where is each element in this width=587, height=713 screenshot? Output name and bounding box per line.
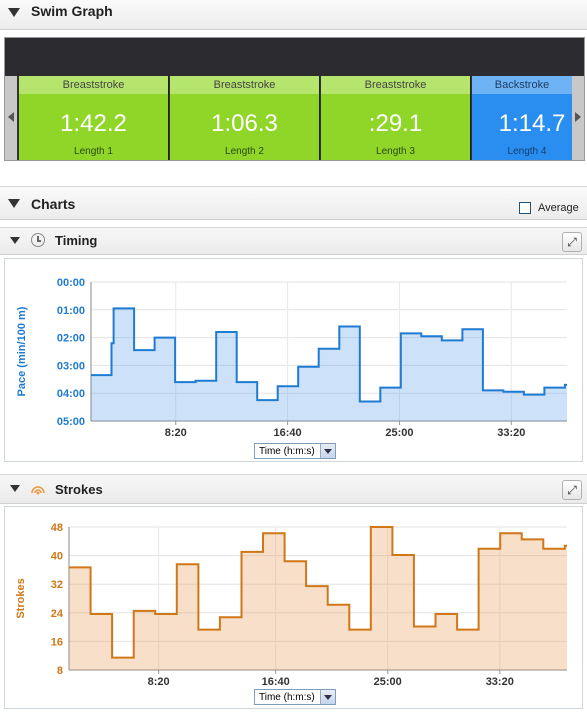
section-title: Swim Graph <box>31 3 113 19</box>
y-tick-label: 02:00 <box>57 333 85 345</box>
y-tick-label: 48 <box>51 522 63 534</box>
y-tick-label: 16 <box>51 636 63 648</box>
timing-chart: 00:00 01:00 02:00 03:00 04:00 05:00 8:20 16:40 2… <box>16 277 567 439</box>
length-card[interactable]: Breaststroke 1:06.3 Length 2 <box>170 76 320 160</box>
y-tick-label: 04:00 <box>57 388 85 400</box>
y-axis-label: Pace (min/100 m) <box>16 306 28 396</box>
length-time: 1:06.3 <box>211 110 278 137</box>
length-time: 1:14.7 <box>498 110 566 137</box>
average-checkbox[interactable] <box>519 202 531 214</box>
series-line <box>69 526 567 659</box>
y-tick-label: 8 <box>57 665 63 677</box>
y-tick-label: 24 <box>51 608 64 620</box>
x-tick-label: 25:00 <box>374 676 402 688</box>
x-tick-label: 16:40 <box>262 676 290 688</box>
y-axis-label: Strokes <box>15 578 27 618</box>
length-label: Length 3 <box>376 146 415 157</box>
length-card[interactable]: Breaststroke :29.1 Length 3 <box>321 76 471 160</box>
x-tick-label: 8:20 <box>165 427 187 439</box>
wave-icon <box>30 481 46 497</box>
x-tick-label: 16:40 <box>274 427 302 439</box>
strokes-chart-panel: 8 16 24 32 40 48 8:20 16:40 25:00 33:20 Strokes Ti… <box>4 506 583 709</box>
clock-icon <box>31 233 45 247</box>
y-tick-label: 01:00 <box>57 305 85 317</box>
y-tick-label: 32 <box>51 579 63 591</box>
chevron-down-icon <box>320 690 335 704</box>
swim-timeline-strip <box>5 38 584 76</box>
timing-chart-panel: 00:00 01:00 02:00 03:00 04:00 05:00 8:20 16:40 2… <box>4 258 583 462</box>
length-stroke: Breaststroke <box>170 76 319 94</box>
average-label: Average <box>538 202 579 214</box>
expand-icon: ⤢ <box>567 235 577 249</box>
arrow-left-icon <box>8 112 14 122</box>
collapse-caret-icon[interactable] <box>10 485 20 492</box>
length-label: Length 4 <box>507 146 547 157</box>
x-axis-unit-select[interactable]: Time (h:m:s) <box>254 443 336 459</box>
section-title: Timing <box>55 233 98 248</box>
y-tick-label: 40 <box>51 551 63 563</box>
x-tick-label: 8:20 <box>148 676 170 688</box>
length-stroke: Breaststroke <box>321 76 470 94</box>
expand-chart-button[interactable]: ⤢ <box>562 480 582 500</box>
x-axis-unit-value: Time (h:m:s) <box>259 692 315 703</box>
x-tick-label: 25:00 <box>385 427 413 439</box>
series-area <box>69 527 567 670</box>
length-stroke: Backstroke <box>472 76 572 94</box>
y-tick-label: 03:00 <box>57 360 85 372</box>
length-stroke: Breaststroke <box>19 76 168 94</box>
series-area <box>91 308 567 421</box>
series-line <box>91 307 567 403</box>
y-tick-label: 00:00 <box>57 277 85 289</box>
length-card[interactable]: Breaststroke 1:42.2 Length 1 <box>19 76 169 160</box>
collapse-caret-icon[interactable] <box>8 8 20 17</box>
collapse-caret-icon[interactable] <box>10 237 20 244</box>
x-tick-label: 33:20 <box>497 427 525 439</box>
expand-icon: ⤢ <box>567 483 577 497</box>
charts-header[interactable]: Charts Average <box>0 186 587 220</box>
collapse-caret-icon[interactable] <box>8 199 20 208</box>
length-label: Length 1 <box>74 146 113 157</box>
x-axis-unit-value: Time (h:m:s) <box>259 446 315 457</box>
chevron-down-icon <box>320 444 335 458</box>
section-title: Charts <box>31 196 76 212</box>
section-title: Strokes <box>55 482 103 497</box>
x-axis-unit-select[interactable]: Time (h:m:s) <box>254 689 336 705</box>
length-time: :29.1 <box>368 110 423 137</box>
length-label: Length 2 <box>225 146 264 157</box>
x-tick-label: 33:20 <box>486 676 514 688</box>
y-tick-label: 05:00 <box>57 416 85 428</box>
strokes-chart: 8 16 24 32 40 48 8:20 16:40 25:00 33:20 Strokes <box>15 522 567 688</box>
expand-chart-button[interactable]: ⤢ <box>562 232 582 252</box>
scroll-left-button[interactable] <box>5 76 17 160</box>
timing-header[interactable]: Timing ⤢ <box>0 227 587 255</box>
arrow-right-icon <box>575 112 581 122</box>
length-time: 1:42.2 <box>60 110 127 137</box>
strokes-header[interactable]: Strokes ⤢ <box>0 474 587 504</box>
scroll-right-button[interactable] <box>572 76 584 160</box>
swim-graph: Breaststroke 1:42.2 Length 1 Breaststrok… <box>4 37 585 161</box>
length-card[interactable]: Backstroke 1:14.7 Length 4 <box>472 76 572 160</box>
swim-graph-header[interactable]: Swim Graph <box>0 0 587 30</box>
